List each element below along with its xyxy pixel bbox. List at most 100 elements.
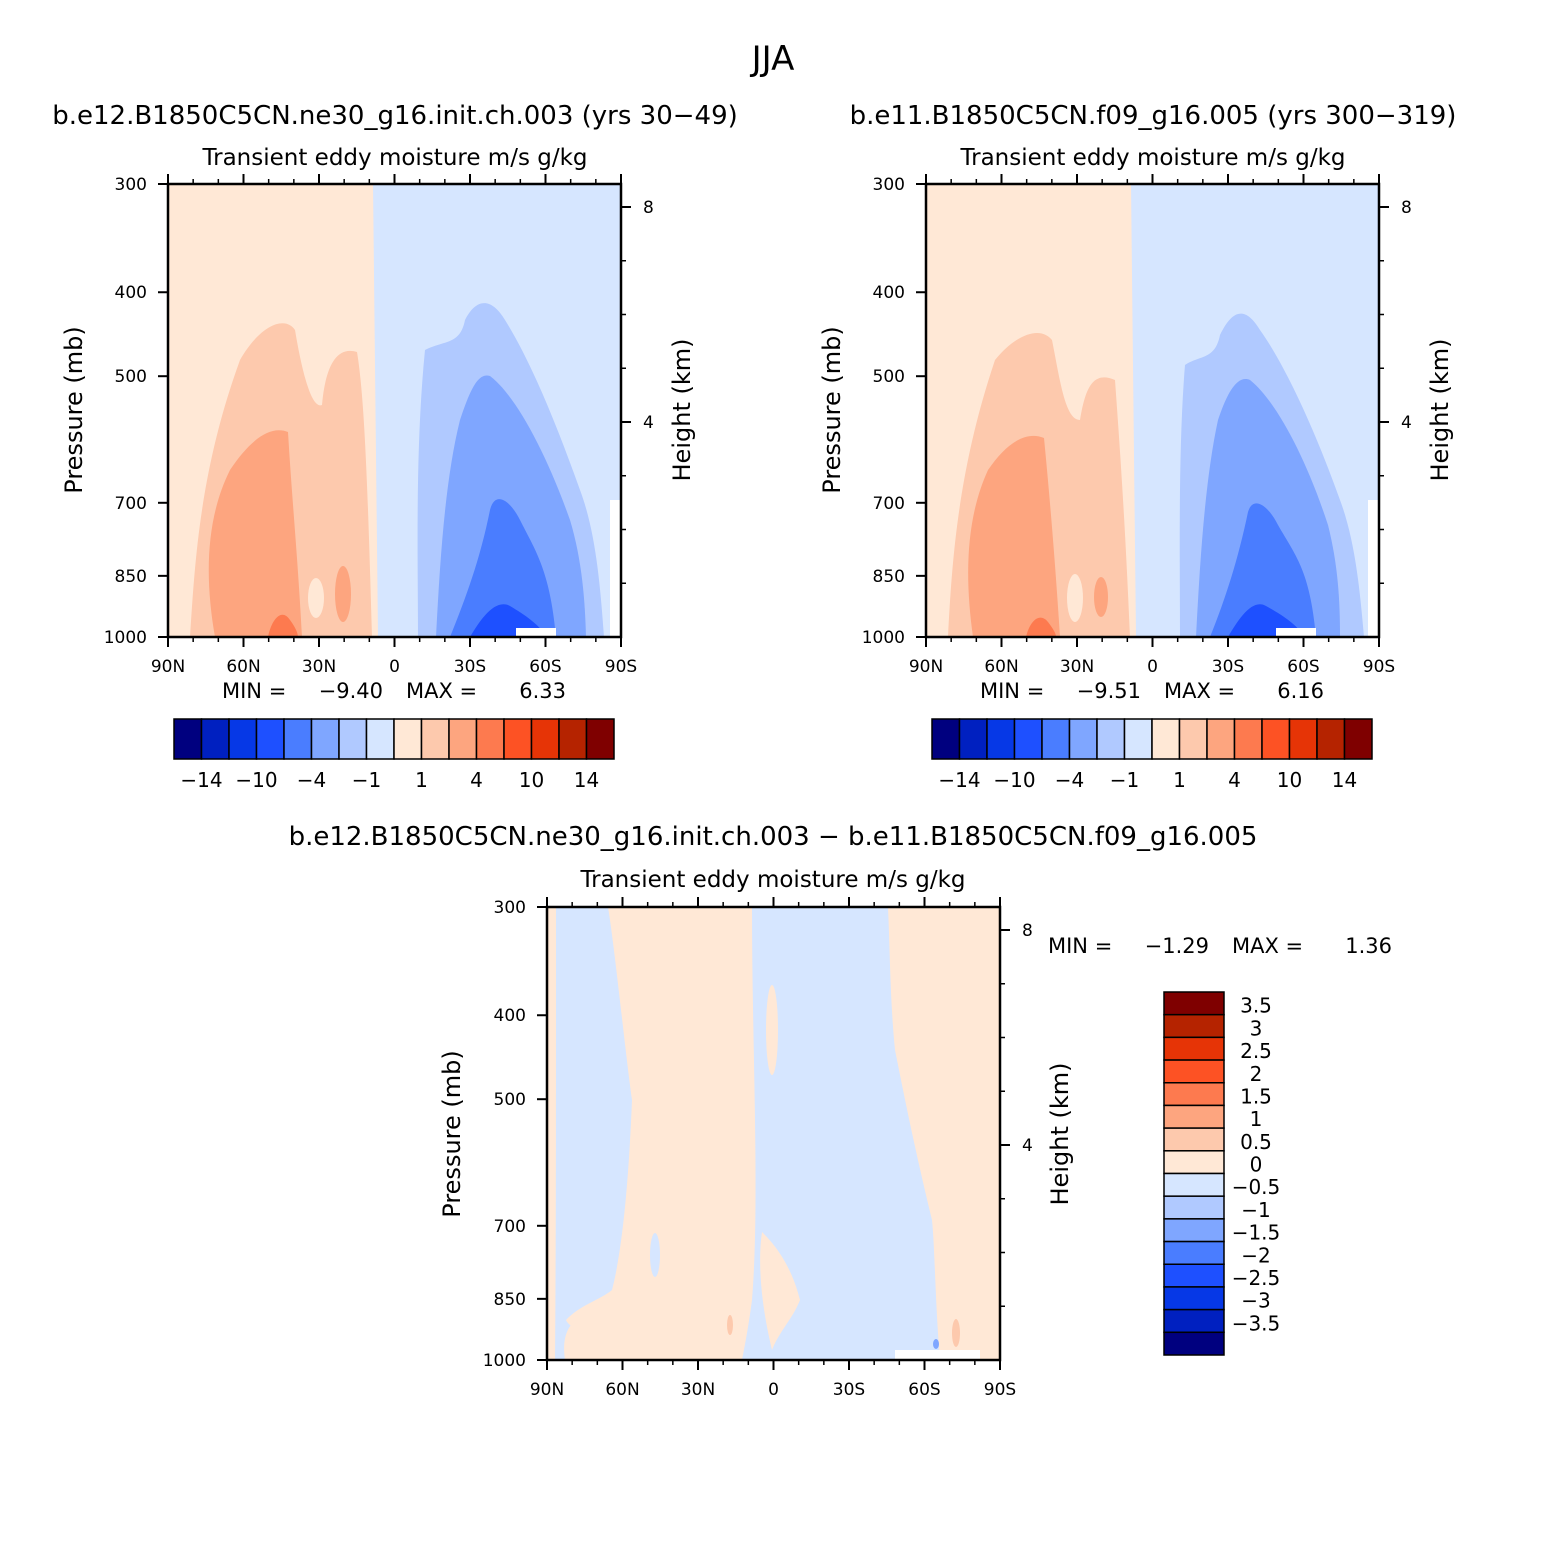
- colorbar-swatch: [1163, 1059, 1225, 1084]
- panel-2-latitude-axis: 90N 60N 30N 0 30S 60S 90S: [909, 174, 1395, 677]
- panel-3-min-value: −1.29: [1145, 934, 1209, 958]
- panel-3-contours: [547, 907, 1000, 1360]
- colorbar-label: −0.5: [1232, 1175, 1281, 1199]
- colorbar-label: 3: [1250, 1016, 1263, 1040]
- panel-1-y2label: Height (km): [668, 339, 696, 482]
- colorbar-label: 14: [1332, 768, 1357, 792]
- panel-1-small-minimum: [308, 578, 324, 618]
- colorbar-label: −14: [938, 768, 980, 792]
- pressure-tick-label: 300: [115, 175, 147, 195]
- colorbar-label: 10: [1277, 768, 1302, 792]
- panel-1-colorbar: −14 −10 −4 −1 1 4 10 14: [173, 718, 615, 792]
- colorbar-swatch: [1163, 1218, 1225, 1243]
- colorbar-swatch: [283, 718, 313, 760]
- panel-1-pressure-axis: 300 400 500 700 850 1000: [104, 175, 168, 648]
- height-tick-label: 8: [1022, 921, 1033, 941]
- colorbar-swatch: [393, 718, 423, 760]
- colorbar-label: 4: [470, 768, 483, 792]
- pressure-tick-label: 500: [494, 1090, 526, 1110]
- panel-1-height-axis: 84: [621, 198, 654, 584]
- panel-2-min-label: MIN =: [980, 679, 1044, 703]
- colorbar-label: 0.5: [1240, 1130, 1272, 1154]
- panel-1-contour-minus10-to-minus14: [450, 499, 556, 637]
- panel-1-missing-data: [516, 628, 556, 637]
- colorbar-label: 4: [1228, 768, 1241, 792]
- panel-3-colorbar: 3.532.521.510.50−0.5−1−1.5−2−2.5−3−3.5: [1163, 991, 1281, 1356]
- latitude-tick-label: 60S: [908, 1380, 940, 1400]
- latitude-tick-label: 90S: [605, 657, 637, 677]
- panel-3-subtitle: Transient eddy moisture m/s g/kg: [579, 867, 965, 893]
- figure-title: JJA: [750, 39, 795, 79]
- colorbar-swatch: [1316, 718, 1346, 760]
- panel-2-contour-10-to-14: [1026, 617, 1056, 637]
- height-tick-label: 8: [1401, 198, 1412, 218]
- panel-2-max-value: 6.16: [1277, 679, 1324, 703]
- colorbar-swatch: [558, 718, 588, 760]
- pressure-tick-label: 850: [115, 567, 147, 587]
- panel-1-latitude-axis: 90N 60N 30N 0 30S 60S 90S: [151, 174, 637, 677]
- colorbar-label: −1.5: [1232, 1221, 1281, 1245]
- colorbar-label: 1: [415, 768, 428, 792]
- colorbar-swatch: [1096, 718, 1126, 760]
- panel-1-max-value: 6.33: [519, 679, 566, 703]
- colorbar-swatch: [365, 718, 395, 760]
- colorbar-swatch: [1013, 718, 1043, 760]
- colorbar-swatch: [1151, 718, 1181, 760]
- panel-3-positive-strip-west: [547, 907, 556, 1360]
- panel-2-min-value: −9.51: [1077, 679, 1141, 703]
- colorbar-swatch: [1343, 718, 1373, 760]
- panel-2-contour-minus10-to-minus14: [1210, 503, 1316, 637]
- pressure-tick-label: 500: [115, 367, 147, 387]
- colorbar-swatch: [503, 718, 533, 760]
- pressure-tick-label: 500: [873, 367, 905, 387]
- panel-3: b.e12.B1850C5CN.ne30_g16.init.ch.003 − b…: [289, 822, 1392, 1400]
- latitude-tick-label: 90N: [909, 657, 943, 677]
- panel-3-latitude-axis: 90N 60N 30N 0 30S 60S 90S: [530, 897, 1016, 1400]
- panel-1-contours: [168, 184, 621, 637]
- panel-2-contour-minus4-to-minus10: [1196, 379, 1340, 637]
- colorbar-label: 1: [1173, 768, 1186, 792]
- colorbar-label: 0: [1250, 1153, 1263, 1177]
- pressure-tick-label: 400: [494, 1006, 526, 1026]
- panel-2-contours: [926, 184, 1379, 637]
- pressure-tick-label: 700: [873, 494, 905, 514]
- panel-2-height-axis: 84: [1379, 198, 1412, 584]
- pressure-tick-label: 400: [873, 283, 905, 303]
- latitude-tick-label: 0: [768, 1380, 779, 1400]
- panel-3-title: b.e12.B1850C5CN.ne30_g16.init.ch.003 − b…: [289, 822, 1258, 852]
- pressure-tick-label: 1000: [104, 628, 147, 648]
- panel-1-max-label: MAX =: [406, 679, 477, 703]
- panel-3-ylabel: Pressure (mb): [438, 1050, 466, 1217]
- panel-1-title: b.e12.B1850C5CN.ne30_g16.init.ch.003 (yr…: [52, 101, 738, 131]
- panel-2-subtitle: Transient eddy moisture m/s g/kg: [959, 145, 1345, 171]
- colorbar-swatch: [931, 718, 961, 760]
- panel-2-max-label: MAX =: [1164, 679, 1235, 703]
- colorbar-swatch: [255, 718, 285, 760]
- panel-1-subtitle: Transient eddy moisture m/s g/kg: [201, 145, 587, 171]
- colorbar-label: 14: [574, 768, 599, 792]
- colorbar-label: 2: [1250, 1062, 1263, 1086]
- panel-3-negative-island-2: [650, 1233, 660, 1277]
- latitude-tick-label: 90N: [151, 657, 185, 677]
- latitude-tick-label: 30N: [681, 1380, 715, 1400]
- colorbar-label: −2: [1241, 1243, 1270, 1267]
- latitude-tick-label: 60N: [984, 657, 1018, 677]
- colorbar-swatch: [1163, 1195, 1225, 1220]
- colorbar-swatch: [1163, 1104, 1225, 1129]
- colorbar-swatch: [1163, 1127, 1225, 1152]
- colorbar-swatch: [1163, 1013, 1225, 1039]
- latitude-tick-label: 90S: [1363, 657, 1395, 677]
- colorbar-swatch: [1178, 718, 1208, 760]
- pressure-tick-label: 400: [115, 283, 147, 303]
- colorbar-swatch: [1163, 1331, 1225, 1356]
- colorbar-swatch: [338, 718, 368, 760]
- colorbar-swatch: [1206, 718, 1236, 760]
- panel-2-title: b.e11.B1850C5CN.f09_g16.005 (yrs 300−319…: [850, 101, 1457, 131]
- panel-2-pressure-axis: 300 400 500 700 850 1000: [862, 175, 926, 648]
- colorbar-swatch: [1123, 718, 1153, 760]
- latitude-tick-label: 60S: [529, 657, 561, 677]
- panel-2-small-maximum: [1094, 577, 1108, 617]
- panel-3-positive-island: [766, 985, 778, 1075]
- colorbar-swatch: [530, 718, 560, 760]
